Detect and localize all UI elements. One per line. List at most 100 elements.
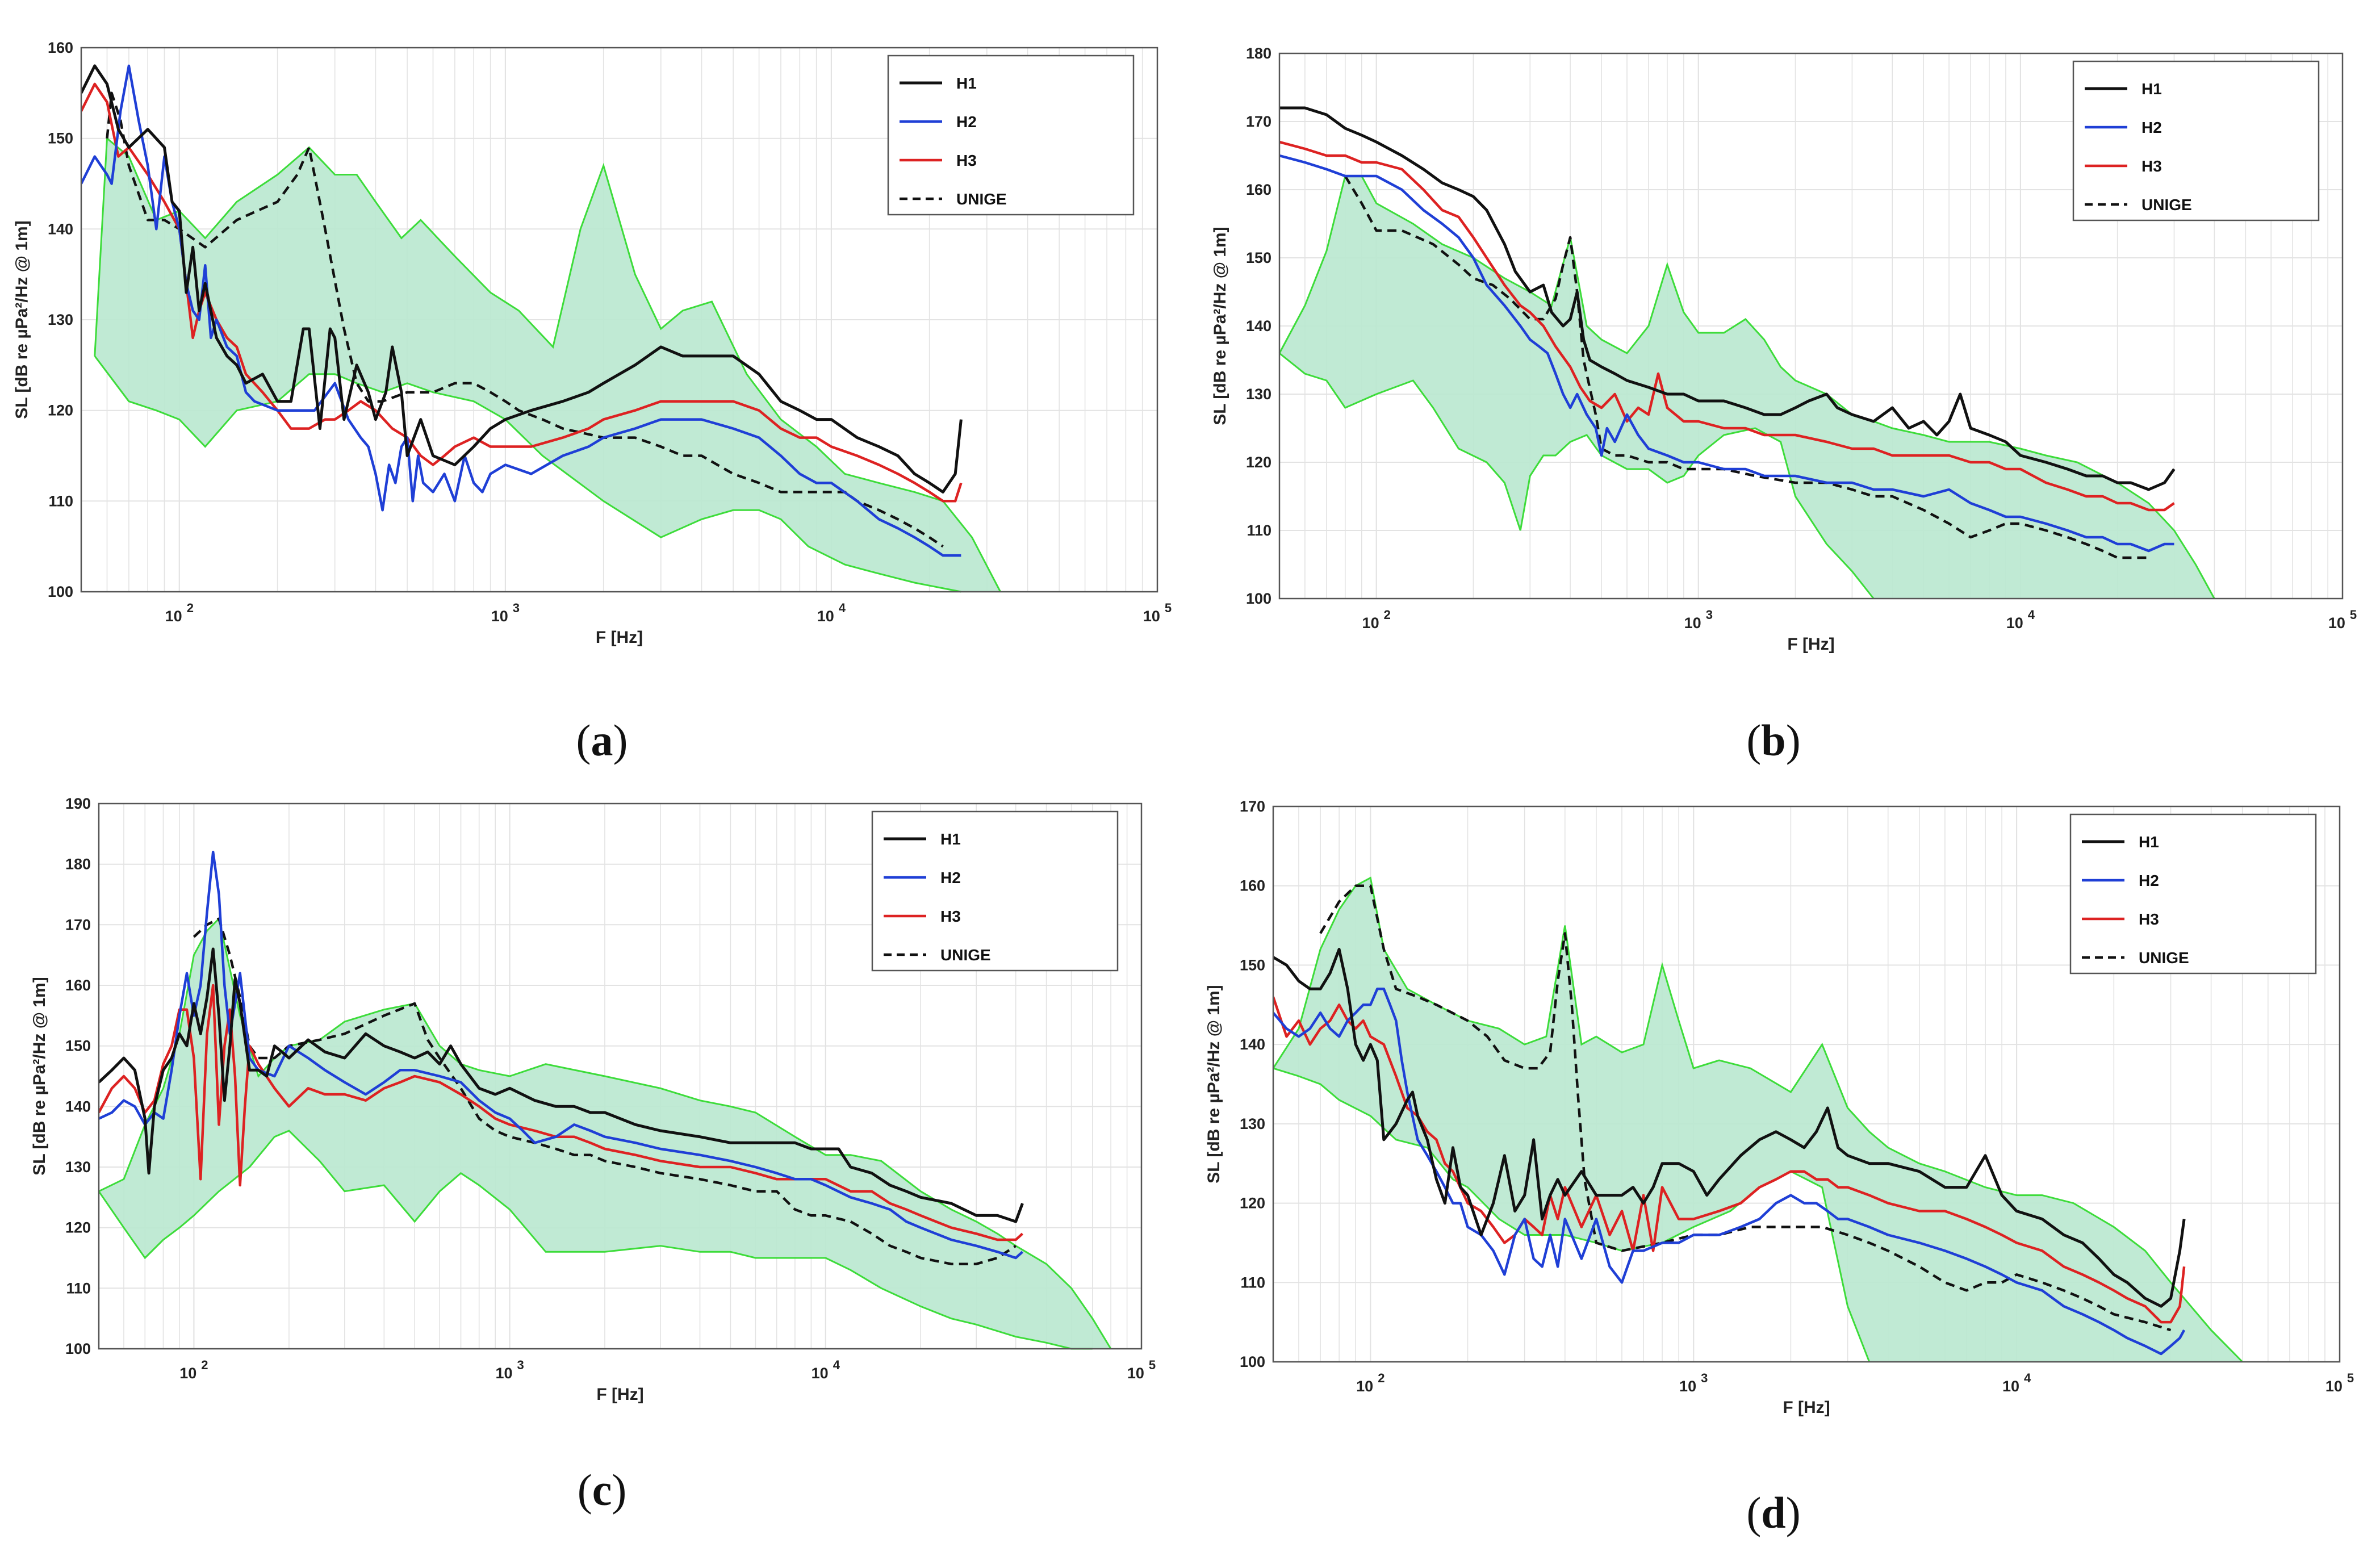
chart-d-caption: (d)	[1746, 1488, 1800, 1537]
chart-d-xtick-exponent: 4	[2024, 1371, 2031, 1385]
chart-b-series-h3	[1279, 140, 2175, 512]
chart-c-legend-label-h2: H2	[940, 869, 961, 887]
chart-b-legend-label-h1: H1	[2141, 80, 2162, 98]
chart-d-ytick-label: 170	[1240, 798, 1265, 815]
chart-c-ytick-label: 180	[65, 856, 91, 873]
panel-d: 100 110 120 130 140 150 160 170 10 2 10 3 10 4 10 5 F [H…	[1204, 798, 2354, 1537]
chart-d-axes-box	[1272, 805, 2341, 1363]
chart-b-xtick-label: 10 3	[1684, 608, 1713, 632]
chart-b-xtick-exponent: 5	[2350, 608, 2357, 622]
chart-a-legend-label-unige: UNIGE	[956, 190, 1007, 208]
chart-a-caption-letter: a	[591, 716, 613, 765]
chart-d-legend: H1 H2 H3 UNIGE	[2069, 813, 2317, 975]
chart-a-legend: H1 H2 H3 UNIGE	[887, 55, 1135, 216]
chart-b-series-group	[1279, 106, 2176, 559]
chart-c-ytick-label: 160	[65, 977, 91, 994]
chart-d-legend-label-unige: UNIGE	[2139, 949, 2189, 967]
chart-c-ytick-label: 140	[65, 1098, 91, 1115]
chart-a-legend-box	[887, 55, 1135, 216]
chart-d-ytick-label: 110	[1240, 1274, 1265, 1291]
chart-c-series-h1	[99, 947, 1024, 1223]
chart-b-xtick-exponent: 3	[1706, 608, 1713, 622]
chart-d-xtick-base: 10	[2325, 1378, 2343, 1395]
chart-d-xtick-base: 10	[1356, 1378, 1373, 1395]
chart-d-xtick-label: 10 2	[1356, 1371, 1385, 1395]
chart-c-ytick-label: 170	[65, 916, 91, 933]
chart-c-xtick-base: 10	[1127, 1365, 1144, 1382]
panel-b: 100 110 120 130 140 150 160 170 180 10 2 10 3 10 4 10 5 F…	[1211, 45, 2357, 765]
chart-a-band-lower-edge	[94, 355, 961, 593]
chart-b-ytick-label: 160	[1246, 181, 1271, 198]
chart-a-axes-box	[80, 47, 1158, 593]
chart-a-series-h1	[81, 64, 963, 494]
chart-a-xtick-label: 10 3	[491, 601, 520, 625]
chart-d-xtick-exponent: 5	[2347, 1371, 2354, 1385]
chart-a-xlabel: F [Hz]	[596, 628, 643, 647]
chart-b-ytick-label: 120	[1246, 454, 1271, 471]
chart-c-ytick-label: 150	[65, 1038, 91, 1055]
chart-c-xlabel: F [Hz]	[596, 1385, 643, 1404]
chart-b-ytick-label: 130	[1246, 386, 1271, 403]
chart-d-series-h1	[1273, 948, 2186, 1308]
chart-b-legend-label-unige: UNIGE	[2141, 196, 2192, 214]
chart-d-caption-letter: d	[1761, 1488, 1785, 1537]
chart-d-ytick-label: 140	[1240, 1036, 1265, 1053]
chart-b-ylabel: SL [dB re µPa²/Hz @ 1m]	[1211, 227, 1229, 425]
chart-b-legend-label-h3: H3	[2141, 157, 2162, 175]
chart-c-ylabel: SL [dB re µPa²/Hz @ 1m]	[30, 977, 49, 1175]
chart-c-xtick-base: 10	[495, 1365, 512, 1382]
chart-d-xtick-label: 10 5	[2325, 1371, 2354, 1395]
chart-d-series-group	[1273, 884, 2186, 1356]
chart-c-xtick-label: 10 5	[1127, 1358, 1156, 1382]
chart-b-series-h2	[1279, 154, 2174, 553]
chart-a-ytick-label: 140	[48, 220, 73, 237]
chart-c-axes-box	[98, 802, 1143, 1350]
chart-d-band-upper-edge	[1272, 876, 2243, 1363]
chart-c-ytick-label: 100	[65, 1340, 91, 1357]
chart-d-legend-box	[2069, 813, 2317, 975]
chart-c-xtick-base: 10	[179, 1365, 196, 1382]
chart-d-series-unige	[1319, 884, 2172, 1332]
chart-a-legend-label-h2: H2	[956, 113, 977, 131]
chart-a-legend-label-h1: H1	[956, 74, 977, 92]
chart-b-band-upper-edge	[1278, 175, 2215, 599]
chart-d-xtick-base: 10	[2002, 1378, 2019, 1395]
chart-d-legend-label-h3: H3	[2139, 910, 2159, 928]
chart-b-xtick-label: 10 5	[2328, 608, 2357, 632]
chart-d-series-h2	[1273, 988, 2186, 1356]
chart-c-legend-box	[871, 810, 1119, 972]
chart-a-series-group	[81, 64, 963, 557]
chart-c-xtick-exponent: 4	[833, 1358, 840, 1372]
chart-a-xtick-exponent: 2	[187, 601, 194, 615]
chart-b-band-lower-edge	[1279, 352, 1875, 599]
chart-b-axes-box	[1278, 52, 2344, 600]
chart-c-xtick-label: 10 2	[179, 1358, 208, 1382]
chart-b-ytick-label: 150	[1246, 249, 1271, 266]
chart-b-xtick-base: 10	[1362, 614, 1379, 632]
chart-c-xtick-label: 10 4	[812, 1358, 840, 1382]
chart-a-xtick-label: 10 4	[817, 601, 846, 625]
chart-b-xtick-base: 10	[2328, 614, 2345, 632]
chart-d-legend-label-h2: H2	[2139, 872, 2159, 889]
chart-c-caption-letter: c	[592, 1465, 612, 1515]
chart-d-caption-close: )	[1786, 1488, 1801, 1537]
chart-b-xtick-base: 10	[1684, 614, 1701, 632]
chart-d-xtick-label: 10 4	[2002, 1371, 2031, 1395]
chart-c-band-area	[99, 918, 1111, 1349]
chart-d-band-area	[1273, 877, 2243, 1362]
chart-c-caption: (c)	[578, 1465, 627, 1515]
chart-a-caption-open: (	[576, 716, 591, 765]
chart-b-xlabel: F [Hz]	[1787, 635, 1834, 654]
chart-c-series-h3	[99, 984, 1024, 1241]
chart-a-xtick-base: 10	[1143, 608, 1160, 625]
chart-d-ytick-label: 130	[1240, 1115, 1265, 1132]
chart-b-caption-letter: b	[1761, 716, 1785, 765]
chart-c-xtick-exponent: 3	[517, 1358, 524, 1372]
chart-a-band-upper-edge	[94, 136, 1001, 592]
chart-a-xtick-exponent: 5	[1165, 601, 1172, 615]
chart-d-xtick-exponent: 2	[1378, 1371, 1385, 1385]
chart-d-ytick-label: 160	[1240, 877, 1265, 894]
chart-b-series-unige	[1344, 175, 2149, 559]
chart-a-ytick-label: 160	[48, 39, 73, 56]
chart-a-ytick-label: 120	[48, 402, 73, 419]
